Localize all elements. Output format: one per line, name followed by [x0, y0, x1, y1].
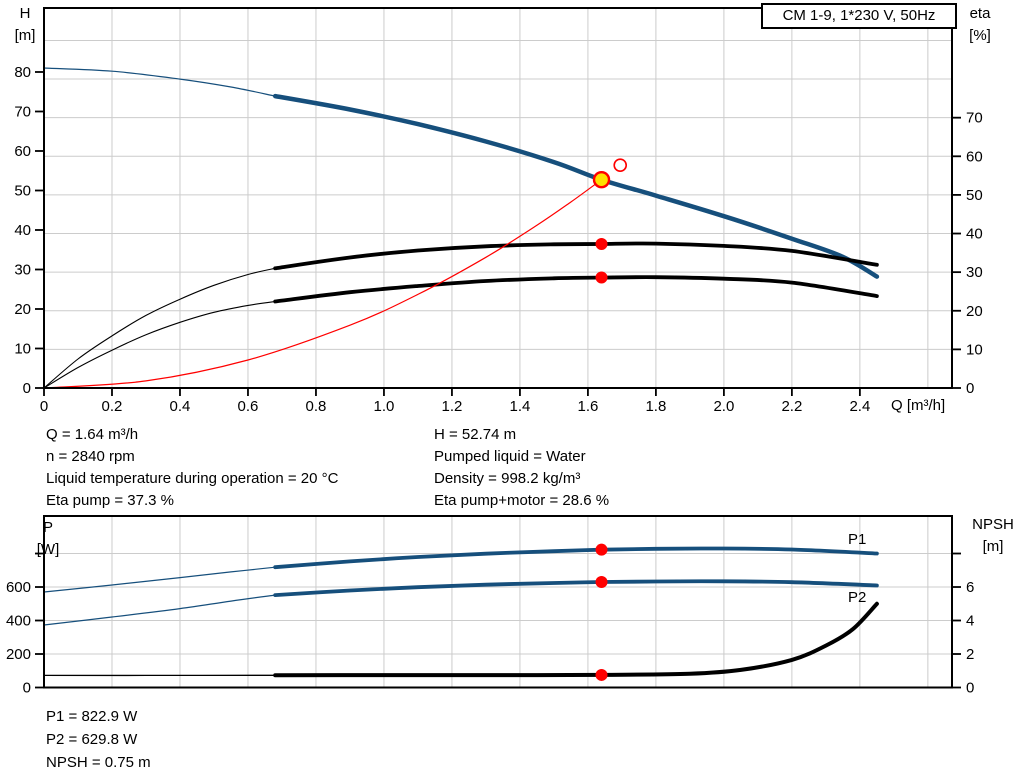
hq-x-tick-label: 0	[40, 398, 48, 415]
p1-curve-low-range	[43, 566, 276, 593]
hq-right-tick-label: 30	[966, 264, 983, 281]
p2-duty-point	[595, 576, 608, 589]
hq-x-tick-label: 2.0	[713, 398, 734, 415]
hq-x-tick-label: 0.8	[306, 398, 327, 415]
hq-left-tick-label: 50	[14, 182, 31, 199]
power-info: P1 = 822.9 W P2 = 629.8 W NPSH = 0.75 m	[46, 705, 151, 774]
npsh-duty-point	[595, 668, 608, 681]
hq-x-tick-label: 2.4	[849, 398, 870, 415]
hq-x-tick-label: 1.8	[645, 398, 666, 415]
h-curve-low-range	[43, 67, 276, 97]
eta-pump-curve	[273, 241, 879, 271]
hq-right-tick-label: 0	[966, 380, 974, 397]
info-pumped-liquid: Pumped liquid = Water	[434, 448, 586, 465]
power-right-tick-label: 0	[966, 680, 974, 697]
info-speed: n = 2840 rpm	[46, 448, 135, 465]
p1-curve	[273, 546, 879, 570]
hq-right-tick-label: 50	[966, 187, 983, 204]
npsh-axis-label-unit: [m]	[982, 538, 1004, 555]
p-axis-label-unit: [W]	[36, 541, 60, 558]
hq-left-tick-label: 40	[14, 222, 31, 239]
eta-pump-motor-duty-point	[595, 271, 608, 284]
hq-right-tick-label: 20	[966, 303, 983, 320]
info-liquid-temperature: Liquid temperature during operation = 20…	[46, 470, 339, 487]
hq-x-tick-label: 0.6	[238, 398, 259, 415]
h-axis-label-symbol: H	[19, 5, 31, 22]
eta-pump-motor-curve-low-range	[43, 300, 276, 389]
eta-axis-label-unit: [%]	[969, 27, 991, 44]
duty-point	[592, 170, 611, 189]
hq-left-tick-label: 20	[14, 301, 31, 318]
p-axis-label-symbol: P	[42, 519, 53, 536]
power-left-tick-label: 600	[6, 579, 31, 596]
eta-pump-duty-point	[595, 237, 608, 250]
h-axis-label-unit: [m]	[14, 27, 36, 44]
p-axis-label: P [W]	[26, 517, 70, 561]
p2-curve	[273, 579, 879, 597]
info-eta-pump-motor: Eta pump+motor = 28.6 %	[434, 492, 610, 509]
info-h: H = 52.74 m	[434, 426, 517, 443]
eta-axis-label: eta [%]	[958, 3, 1002, 47]
info-eta-pump: Eta pump = 37.3 %	[46, 492, 174, 509]
duty-info-left: Q = 1.64 m³/h n = 2840 rpm Liquid temper…	[46, 424, 338, 512]
npsh-axis-label-symbol: NPSH	[972, 516, 1014, 533]
hq-x-tick-label: 0.2	[102, 398, 123, 415]
eta-pump-curve-low-range	[43, 267, 276, 389]
info-density: Density = 998.2 kg/m³	[434, 470, 581, 487]
hq-left-tick-label: 10	[14, 340, 31, 357]
hq-left-tick-label: 60	[14, 143, 31, 160]
h-axis-label: H [m]	[6, 3, 44, 47]
q-axis-label: Q [m³/h]	[891, 397, 946, 414]
info-npsh: NPSH = 0.75 m	[46, 754, 151, 771]
info-p2: P2 = 629.8 W	[46, 731, 138, 748]
power-plot-border	[43, 515, 953, 689]
requested-duty-point	[613, 158, 628, 173]
hq-right-tick-label: 60	[966, 148, 983, 165]
p2-curve-low-range	[43, 594, 276, 626]
npsh-axis-label: NPSH [m]	[963, 514, 1023, 558]
pump-title-box: CM 1-9, 1*230 V, 50Hz	[761, 3, 957, 29]
hq-x-tick-label: 2.2	[781, 398, 802, 415]
eta-pump-motor-curve	[273, 275, 879, 304]
hq-x-tick-label: 1.4	[509, 398, 530, 415]
duty-info-right: H = 52.74 m Pumped liquid = Water Densit…	[434, 424, 609, 512]
eta-axis-label-symbol: eta	[969, 5, 991, 22]
hq-right-tick-label: 10	[966, 341, 983, 358]
hq-left-tick-label: 0	[23, 380, 31, 397]
hq-right-tick-label: 40	[966, 226, 983, 243]
power-left-tick-label: 400	[6, 613, 31, 630]
power-right-tick-label: 4	[966, 613, 974, 630]
power-left-tick-label: 200	[6, 646, 31, 663]
power-left-tick-label: 0	[23, 680, 31, 697]
hq-x-tick-label: 0.4	[170, 398, 191, 415]
hq-x-tick-label: 1.2	[442, 398, 463, 415]
p2-curve-label: P2	[848, 589, 867, 606]
hq-left-tick-label: 30	[14, 261, 31, 278]
info-p1: P1 = 822.9 W	[46, 708, 138, 725]
hq-left-tick-label: 70	[14, 103, 31, 120]
hq-x-tick-label: 1.0	[374, 398, 395, 415]
p1-duty-point	[595, 543, 608, 556]
power-right-tick-label: 2	[966, 646, 974, 663]
hq-plot-border	[43, 7, 953, 389]
hq-x-tick-label: 1.6	[577, 398, 598, 415]
hq-left-tick-label: 80	[14, 64, 31, 81]
hq-right-tick-label: 70	[966, 110, 983, 127]
power-right-tick-label: 6	[966, 579, 974, 596]
system-curve	[43, 179, 603, 389]
info-q: Q = 1.64 m³/h	[46, 426, 139, 443]
npsh-curve	[273, 601, 879, 678]
p1-curve-label: P1	[848, 531, 867, 548]
